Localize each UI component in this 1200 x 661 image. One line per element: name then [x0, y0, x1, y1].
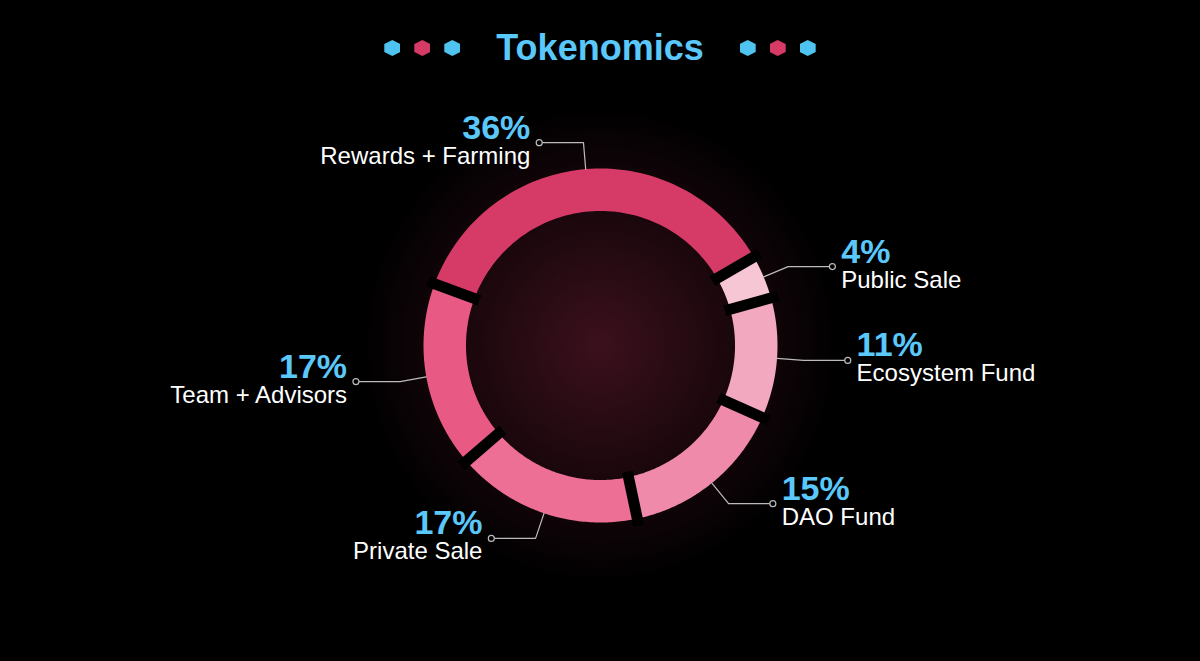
svg-text:Ecosystem Fund: Ecosystem Fund — [857, 359, 1036, 386]
svg-text:Team + Advisors: Team + Advisors — [170, 381, 347, 408]
svg-text:4%: 4% — [841, 232, 890, 270]
svg-text:17%: 17% — [279, 347, 347, 385]
svg-text:11%: 11% — [857, 325, 923, 363]
svg-text:Rewards + Farming: Rewards + Farming — [320, 142, 530, 169]
svg-text:17%: 17% — [414, 503, 482, 541]
svg-text:15%: 15% — [782, 469, 850, 507]
svg-text:Public Sale: Public Sale — [841, 266, 961, 293]
html-text:Tokenomics: Tokenomics — [496, 27, 704, 68]
svg-text:DAO Fund: DAO Fund — [782, 503, 895, 530]
svg-text:36%: 36% — [462, 108, 530, 146]
svg-text:Private Sale: Private Sale — [353, 537, 482, 564]
